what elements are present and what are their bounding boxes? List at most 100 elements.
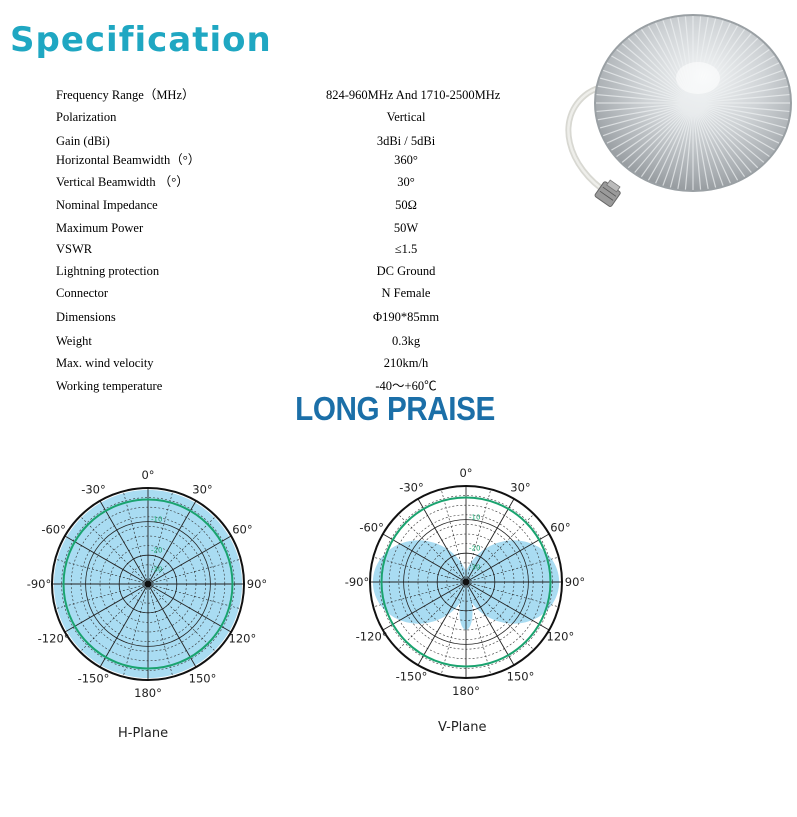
angle-label: -90° <box>27 577 52 591</box>
spec-row: Vertical Beamwidth （°） 30° <box>56 173 576 191</box>
grid-spoke <box>382 581 467 631</box>
angle-label: -150° <box>396 669 428 683</box>
ring-label: -10 <box>151 516 162 524</box>
grid-spoke <box>397 581 467 651</box>
spec-value: 50Ω <box>395 198 417 212</box>
angle-label: 90° <box>565 575 585 589</box>
angle-label: 90° <box>247 577 267 591</box>
grid-spoke <box>147 500 197 585</box>
spec-label: Working temperature <box>56 379 163 393</box>
spec-value: 30° <box>397 175 415 189</box>
spec-label: Gain (dBi) <box>56 134 110 148</box>
angle-label: -120° <box>38 632 70 646</box>
spec-row: Frequency Range（MHz） 824-960MHz And 1710-… <box>56 86 576 104</box>
angle-label: 30° <box>510 481 530 495</box>
spec-row: Gain (dBi) 3dBi / 5dBi <box>56 132 576 150</box>
grid-spoke <box>465 581 535 651</box>
spec-label: Polarization <box>56 110 117 124</box>
angle-label: 150° <box>507 669 535 683</box>
angle-label: -90° <box>345 575 370 589</box>
grid-spoke <box>465 533 550 583</box>
angle-label: 0° <box>459 466 472 480</box>
spec-label: Lightning protection <box>56 264 160 278</box>
grid-spoke <box>397 513 467 583</box>
grid-spoke <box>79 583 149 653</box>
angle-label: -120° <box>356 630 388 644</box>
outer-ring <box>51 487 245 681</box>
v-plane-label: V-Plane <box>438 720 487 735</box>
grid-spoke <box>417 498 467 583</box>
v-plane-polar-plot: -10 -20 -30 0° 30° 60° 90° 120° 150° 180° -150° -12… <box>345 466 585 698</box>
spec-label: Horizontal Beamwidth（°） <box>56 153 201 167</box>
spec-row: Connector N Female <box>56 284 576 302</box>
grid-spoke <box>147 583 217 653</box>
grid-spoke <box>465 513 535 583</box>
spec-value: Vertical <box>386 110 426 124</box>
spec-value: N Female <box>381 286 431 300</box>
angle-label: 180° <box>452 684 480 698</box>
angle-label: 0° <box>141 468 154 482</box>
center-point <box>144 580 152 588</box>
spec-row: Lightning protection DC Ground <box>56 262 576 280</box>
grid-spoke <box>147 535 232 585</box>
spec-row: Working temperature -40～+60℃ <box>56 377 576 395</box>
angle-label: 120° <box>229 632 257 646</box>
spec-value: ≤1.5 <box>394 242 418 256</box>
grid-spoke <box>465 498 515 583</box>
page-title: Specification <box>10 20 272 60</box>
spec-value: 360° <box>394 153 418 167</box>
spec-row: VSWR ≤1.5 <box>56 240 576 258</box>
spec-value: -40～+60℃ <box>375 379 437 393</box>
ring-label: -30 <box>151 566 162 574</box>
spec-row: Nominal Impedance 50Ω <box>56 196 576 214</box>
outer-ring <box>369 485 563 679</box>
antenna-product-photo <box>565 14 792 207</box>
grid-spoke <box>382 533 467 583</box>
reference-ring <box>62 498 234 670</box>
spec-row: Dimensions Φ190*85mm <box>56 308 576 326</box>
angle-label: 60° <box>232 523 252 537</box>
spec-value: 50W <box>393 221 419 235</box>
grid-spoke <box>79 515 149 585</box>
spec-row: Maximum Power 50W <box>56 219 576 237</box>
grid-spoke <box>147 583 232 633</box>
ring-label: -20 <box>469 544 480 552</box>
reference-ring <box>380 496 552 668</box>
spec-label: Nominal Impedance <box>56 198 158 212</box>
angle-label: 60° <box>550 521 570 535</box>
spec-value: DC Ground <box>376 264 436 278</box>
grid-spoke <box>147 583 197 668</box>
spec-label: Max. wind velocity <box>56 356 154 370</box>
spec-label: Maximum Power <box>56 221 144 235</box>
spec-row: Weight 0.3kg <box>56 332 576 350</box>
spec-value: 3dBi / 5dBi <box>376 134 436 148</box>
spec-label: Vertical Beamwidth （°） <box>56 175 189 189</box>
angle-label: -30° <box>399 481 424 495</box>
angle-label: -60° <box>41 523 66 537</box>
spec-row: Polarization Vertical <box>56 108 576 126</box>
grid-spoke <box>147 515 217 585</box>
angle-label: -60° <box>359 521 384 535</box>
grid-spoke <box>64 535 149 585</box>
spec-row: Max. wind velocity 210km/h <box>56 354 576 372</box>
angle-label: 120° <box>547 630 575 644</box>
angle-label: 180° <box>134 686 162 700</box>
grid-spoke <box>99 500 149 585</box>
grid-spoke <box>465 581 515 666</box>
brand-logo: LONG PRAISE <box>295 390 495 427</box>
h-plane-polar-plot: -10 -20 -30 0° 30° 60° 90° 120° 150° 180° -150° -12… <box>27 468 267 700</box>
spec-label: VSWR <box>56 242 93 256</box>
grid-spoke <box>99 583 149 668</box>
h-plane-label: H-Plane <box>118 726 169 741</box>
ring-label: -10 <box>469 514 480 522</box>
grid-spoke <box>465 581 550 631</box>
spec-row: Horizontal Beamwidth（°） 360° <box>56 151 576 169</box>
spec-label: Frequency Range（MHz） <box>56 88 195 102</box>
ring-label: -20 <box>151 546 162 554</box>
spec-label: Dimensions <box>56 310 116 324</box>
spec-label: Weight <box>56 334 92 348</box>
angle-label: -30° <box>81 483 106 497</box>
spec-label: Connector <box>56 286 109 300</box>
grid-spoke <box>64 583 149 633</box>
center-point <box>462 578 470 586</box>
